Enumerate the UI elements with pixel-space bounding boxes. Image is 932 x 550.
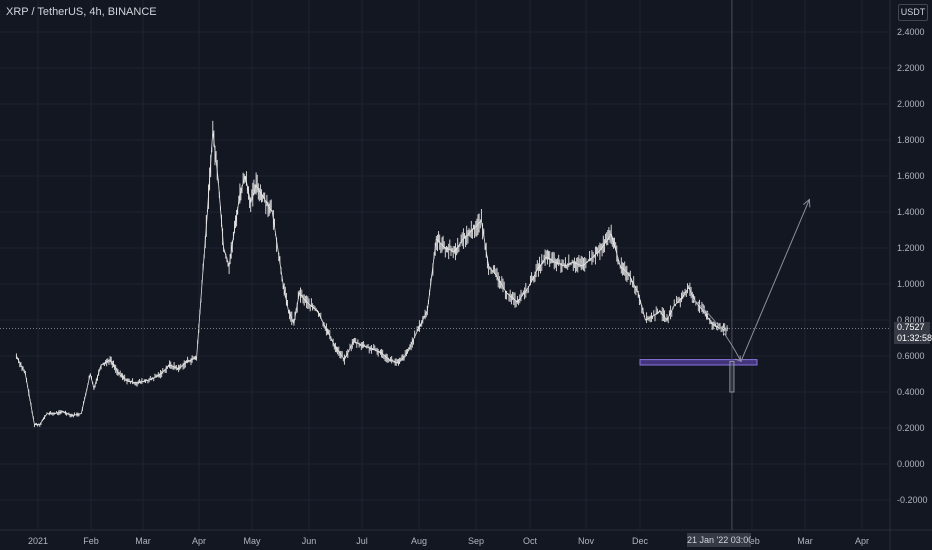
projection-up: [740, 199, 810, 362]
y-tick-label: 1.4000: [897, 207, 925, 217]
x-tick-label: 2021: [28, 536, 48, 546]
support-zone: [639, 359, 758, 366]
y-tick-label: -0.2000: [897, 495, 928, 505]
price-line: [16, 130, 729, 425]
currency-button[interactable]: USDT: [898, 4, 928, 21]
x-tick-label: Oct: [523, 536, 538, 546]
projection-arrowhead: [803, 198, 811, 208]
projection-down-arrowhead: [735, 355, 742, 363]
x-tick-label: Jun: [302, 536, 317, 546]
last-price-tag: 0.7527 01:32:58: [894, 322, 932, 344]
x-tick-label: Mar: [797, 536, 813, 546]
cursor-date-label: 21 Jan '22 03:00: [687, 533, 751, 547]
y-tick-label: 2.0000: [897, 99, 925, 109]
y-tick-label: 0.6000: [897, 351, 925, 361]
cursor-marker: [729, 360, 735, 393]
y-tick-label: 0.2000: [897, 423, 925, 433]
x-tick-label: May: [243, 536, 261, 546]
last-price-value: 0.7527: [897, 322, 925, 332]
x-tick-label: Dec: [632, 536, 649, 546]
y-tick-label: 0.4000: [897, 387, 925, 397]
x-tick-label: Apr: [855, 536, 869, 546]
x-tick-label: Nov: [578, 536, 595, 546]
y-tick-label: 2.4000: [897, 27, 925, 37]
y-tick-label: 1.2000: [897, 243, 925, 253]
x-tick-label: Apr: [192, 536, 206, 546]
countdown-timer: 01:32:58: [897, 333, 932, 343]
x-tick-label: Jul: [356, 536, 368, 546]
x-tick-label: Feb: [744, 536, 760, 546]
y-tick-label: 0.0000: [897, 459, 925, 469]
y-tick-label: 1.8000: [897, 135, 925, 145]
y-tick-label: 1.6000: [897, 171, 925, 181]
y-tick-label: 2.2000: [897, 63, 925, 73]
x-tick-label: Feb: [83, 536, 99, 546]
symbol-title: XRP / TetherUS, 4h, BINANCE: [6, 6, 157, 18]
x-tick-label: Sep: [468, 536, 484, 546]
x-tick-label: Aug: [411, 536, 427, 546]
projection-down: [691, 298, 742, 362]
y-tick-label: 0.8000: [897, 315, 925, 325]
x-tick-label: Mar: [135, 536, 151, 546]
y-tick-label: 1.0000: [897, 279, 925, 289]
